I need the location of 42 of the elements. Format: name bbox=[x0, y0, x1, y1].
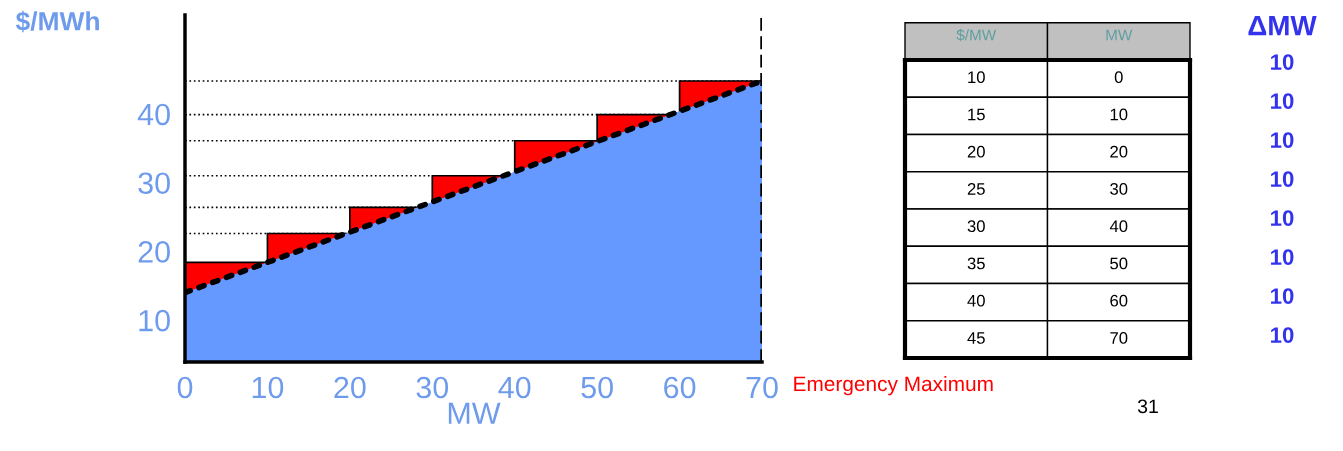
x-tick-label: 10 bbox=[252, 376, 284, 399]
y-tick-label: 40 bbox=[137, 103, 170, 126]
x-tick-label: 20 bbox=[334, 376, 366, 399]
data-label: 60 bbox=[1110, 294, 1128, 307]
data-label: 30 bbox=[1110, 183, 1128, 195]
y2-tick-label: 10 bbox=[1271, 249, 1294, 265]
data-label: 20 bbox=[1110, 145, 1128, 158]
y-axis-title: $/MWh bbox=[15, 10, 99, 33]
y2-tick-label: 10 bbox=[1271, 210, 1294, 226]
x-tick-label: 30 bbox=[416, 376, 449, 399]
data-label: 40 bbox=[1109, 220, 1128, 233]
x-tick-label: 50 bbox=[581, 376, 613, 399]
ref-line-label: Emergency Maximum bbox=[794, 375, 993, 396]
data-label: 10 bbox=[1110, 108, 1128, 121]
y2-tick-label: 10 bbox=[1271, 288, 1294, 304]
data-label: 25 bbox=[967, 183, 985, 195]
x-tick-label: 60 bbox=[664, 376, 696, 399]
data-label: 10 bbox=[968, 71, 985, 84]
data-label: 0 bbox=[1114, 71, 1123, 84]
data-label: 35 bbox=[967, 257, 985, 270]
x-tick-label: $/MW bbox=[956, 28, 997, 42]
y-tick-label: 30 bbox=[138, 172, 170, 195]
x-axis-title: MW bbox=[448, 402, 501, 424]
y2-tick-label: 10 bbox=[1271, 93, 1294, 109]
data-label: 45 bbox=[967, 332, 985, 344]
x-tick-label: 70 bbox=[746, 376, 778, 399]
x-tick-label: 0 bbox=[177, 376, 193, 399]
x-tick-label: 40 bbox=[498, 376, 531, 399]
y2-tick-label: 10 bbox=[1271, 54, 1294, 70]
y2-tick-label: 10 bbox=[1271, 327, 1294, 343]
data-label: 40 bbox=[967, 294, 985, 307]
data-label: 30 bbox=[967, 220, 985, 233]
data-label: 70 bbox=[1110, 332, 1128, 344]
y2-tick-label: 10 bbox=[1271, 171, 1294, 187]
y2-axis-title: ΔMW bbox=[1248, 16, 1317, 36]
data-label: 50 bbox=[1110, 257, 1128, 270]
y-tick-label: 20 bbox=[138, 241, 170, 263]
y-tick-label: 10 bbox=[139, 309, 170, 332]
y2-tick-label: 10 bbox=[1271, 132, 1294, 148]
data-label: 20 bbox=[967, 145, 985, 158]
text: 31 bbox=[1137, 399, 1158, 414]
data-label: 15 bbox=[968, 108, 985, 121]
